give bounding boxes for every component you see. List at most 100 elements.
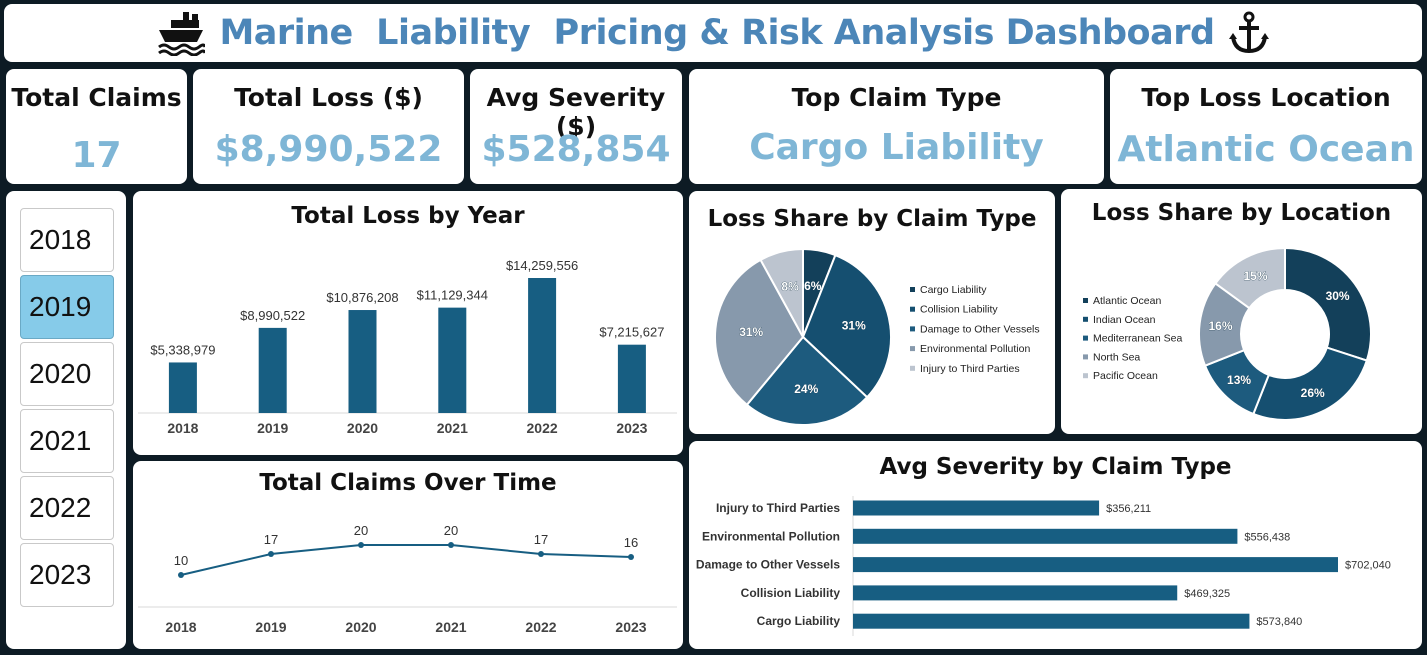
x-tick-label: 2019 <box>255 619 286 635</box>
legend-swatch <box>1083 316 1088 322</box>
legend-label: Injury to Third Parties <box>920 363 1020 375</box>
kpi-total-claims: Total Claims 17 <box>6 69 187 184</box>
x-tick-label: 2022 <box>527 420 558 436</box>
legend-label: North Sea <box>1093 351 1140 363</box>
legend-label: Environmental Pollution <box>920 343 1030 355</box>
pie-slice <box>801 253 892 399</box>
data-label: $14,259,556 <box>506 258 578 273</box>
bar <box>258 327 287 413</box>
chart-title: Total Claims Over Time <box>259 470 557 496</box>
pie-slice <box>745 335 869 426</box>
year-slicer: 2018 2019 2020 2021 2022 2023 <box>6 191 126 649</box>
kpi-value: Atlantic Ocean <box>1117 129 1415 170</box>
x-tick-label: 2018 <box>167 420 198 436</box>
y-tick-label: Collision Liability <box>741 586 841 600</box>
pie-slice <box>1252 346 1369 421</box>
data-point <box>358 542 364 548</box>
kpi-top-claim-type: Top Claim Type Cargo Liability <box>689 69 1104 184</box>
x-tick-label: 2020 <box>345 619 376 635</box>
slice-label: 15% <box>1243 269 1267 283</box>
data-label: $356,211 <box>1106 503 1151 515</box>
kpi-value: $528,854 <box>481 129 671 170</box>
kpi-total-loss: Total Loss ($) $8,990,522 <box>193 69 464 184</box>
chart-title: Total Loss by Year <box>291 203 525 229</box>
pie-slice <box>1284 246 1372 362</box>
pie-slice <box>1214 246 1286 310</box>
legend-swatch <box>1083 354 1088 360</box>
share-by-claim-type-panel: Loss Share by Claim Type 6% 31% 24% 31% 8% Ca… <box>689 191 1055 434</box>
slice-label: 8% <box>781 280 799 294</box>
legend-label: Cargo Liability <box>920 284 987 296</box>
slicer-year-2019[interactable]: 2019 <box>20 275 114 339</box>
slicer-year-2021[interactable]: 2021 <box>20 409 114 473</box>
x-tick-label: 2018 <box>165 619 196 635</box>
data-label: 20 <box>444 523 458 538</box>
legend-swatch <box>1083 373 1088 379</box>
y-tick-label: Injury to Third Parties <box>716 501 840 515</box>
data-label: 16 <box>624 535 638 550</box>
dashboard-header: Marine Liability Pricing & Risk Analysis… <box>4 4 1422 62</box>
x-tick-label: 2022 <box>525 619 556 635</box>
cargo-ship-icon <box>158 12 206 56</box>
slicer-year-2020[interactable]: 2020 <box>20 342 114 406</box>
legend-label: Pacific Ocean <box>1093 370 1158 382</box>
kpi-label: Total Claims <box>11 83 182 112</box>
data-label: 10 <box>174 553 188 568</box>
avg-severity-chart: $356,211 Injury to Third Parties $556,438 E… <box>696 496 1391 636</box>
slice-label: 31% <box>842 319 866 333</box>
bar <box>617 344 646 413</box>
legend-swatch <box>910 346 915 352</box>
bar <box>168 362 197 413</box>
bar <box>348 310 377 413</box>
legend-swatch <box>1083 298 1088 303</box>
slice-label: 16% <box>1208 319 1232 333</box>
slicer-year-2018[interactable]: 2018 <box>20 208 114 272</box>
data-point <box>178 572 184 578</box>
kpi-value: Cargo Liability <box>749 127 1044 168</box>
anchor-icon <box>1228 11 1269 54</box>
legend-label: Indian Ocean <box>1093 314 1156 326</box>
location-donut-chart: 30% 26% 13% 16% 15% Atlantic Ocean Indian Ocea… <box>1083 246 1372 421</box>
bar <box>853 557 1338 573</box>
series-line <box>180 544 632 576</box>
chart-title: Loss Share by Claim Type <box>707 206 1037 232</box>
share-by-location-panel: Loss Share by Location 30% 26% 13% 16% 15% At… <box>1061 189 1422 434</box>
kpi-top-loss-location: Top Loss Location Atlantic Ocean <box>1110 69 1422 184</box>
data-point <box>448 542 454 548</box>
data-label: 17 <box>264 532 278 547</box>
legend-label: Damage to Other Vessels <box>920 323 1040 335</box>
x-tick-label: 2021 <box>437 420 468 436</box>
bar <box>438 307 467 413</box>
data-point <box>268 551 274 557</box>
slice-label: 30% <box>1326 289 1350 303</box>
data-point <box>628 554 634 560</box>
data-label: $11,129,344 <box>417 288 488 303</box>
slicer-year-2023[interactable]: 2023 <box>20 543 114 607</box>
bar <box>853 585 1178 601</box>
chart-title: Avg Severity by Claim Type <box>879 454 1232 480</box>
slice-label: 26% <box>1301 386 1325 400</box>
legend-swatch <box>910 306 915 312</box>
legend-label: Atlantic Ocean <box>1093 295 1161 307</box>
legend-label: Mediterranean Sea <box>1093 333 1182 345</box>
legend-swatch <box>910 365 915 371</box>
slice-label: 6% <box>804 279 822 293</box>
slice-label: 13% <box>1227 373 1251 387</box>
legend-swatch <box>910 287 915 292</box>
kpi-avg-severity: Avg Severity ($) $528,854 <box>470 69 682 184</box>
data-label: $556,438 <box>1244 531 1290 543</box>
legend-swatch <box>910 326 915 332</box>
pie-slice <box>759 247 804 338</box>
claims-over-time-panel: Total Claims Over Time 10 2018 17 2019 20 202… <box>133 461 683 649</box>
chart-title: Loss Share by Location <box>1091 200 1392 226</box>
data-label: $5,338,979 <box>150 342 215 357</box>
slicer-year-2022[interactable]: 2022 <box>20 476 114 540</box>
data-label: $7,215,627 <box>599 325 664 340</box>
kpi-label: Top Claim Type <box>791 83 1002 112</box>
x-tick-label: 2023 <box>615 619 646 635</box>
bar <box>528 278 557 413</box>
dashboard-title: Marine Liability Pricing & Risk Analysis… <box>219 13 1215 53</box>
data-label: $10,876,208 <box>326 290 398 305</box>
legend-label: Collision Liability <box>920 304 998 316</box>
